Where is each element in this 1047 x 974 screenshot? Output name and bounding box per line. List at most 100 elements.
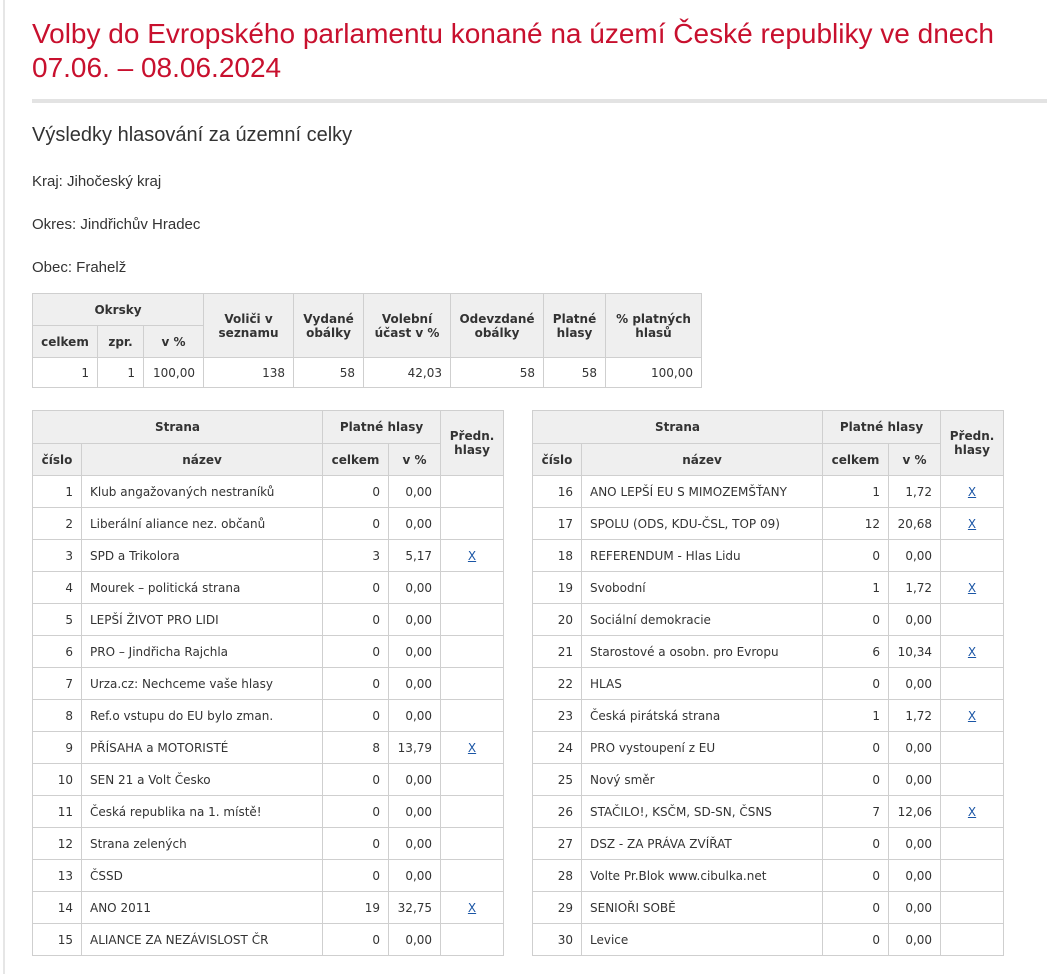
party-number: 14 — [32, 891, 82, 924]
page-left-border — [3, 0, 5, 974]
party-pct: 12,06 — [888, 795, 942, 828]
preferential-votes-cell — [440, 667, 505, 700]
party-pct: 0,00 — [388, 827, 442, 860]
party-votes: 0 — [322, 635, 390, 668]
party-row: 27 DSZ - ZA PRÁVA ZVÍŘAT 0 0,00 — [532, 827, 1005, 860]
header-platne-hlasy: Platné hlasy — [322, 410, 442, 444]
party-number: 30 — [532, 923, 582, 956]
party-votes: 0 — [322, 507, 390, 540]
party-name: PRO – Jindřicha Rajchla — [80, 635, 324, 668]
preferential-votes-cell — [940, 859, 1005, 892]
preferential-votes-cell: X — [440, 539, 505, 572]
party-name: Volte Pr.Blok www.cibulka.net — [580, 859, 824, 892]
party-pct: 32,75 — [388, 891, 442, 924]
preferential-votes-link[interactable]: X — [467, 740, 477, 755]
header-celkem: celkem — [822, 443, 890, 476]
party-pct: 0,00 — [888, 603, 942, 636]
party-pct: 0,00 — [388, 859, 442, 892]
party-votes: 0 — [822, 891, 890, 924]
party-pct: 0,00 — [388, 763, 442, 796]
preferential-votes-link[interactable]: X — [967, 804, 977, 819]
divider — [32, 99, 1047, 103]
preferential-votes-link[interactable]: X — [967, 484, 977, 499]
preferential-votes-link[interactable]: X — [967, 516, 977, 531]
preferential-votes-cell — [440, 795, 505, 828]
party-name: SENIOŘI SOBĚ — [580, 891, 824, 924]
party-row: 3 SPD a Trikolora 3 5,17 X — [32, 539, 505, 572]
preferential-votes-link[interactable]: X — [467, 900, 477, 915]
party-number: 26 — [532, 795, 582, 828]
preferential-votes-cell — [440, 827, 505, 860]
party-name: Česká pirátská strana — [580, 699, 824, 732]
party-name: Starostové a osobn. pro Evropu — [580, 635, 824, 668]
party-row: 9 PŘÍSAHA a MOTORISTÉ 8 13,79 X — [32, 731, 505, 764]
header-ucast: Volební účast v % — [363, 293, 452, 358]
party-row: 22 HLAS 0 0,00 — [532, 667, 1005, 700]
party-pct: 0,00 — [388, 507, 442, 540]
preferential-votes-link[interactable]: X — [967, 580, 977, 595]
party-pct: 1,72 — [888, 571, 942, 604]
party-row: 23 Česká pirátská strana 1 1,72 X — [532, 699, 1005, 732]
party-pct: 0,00 — [388, 923, 442, 956]
party-name: Levice — [580, 923, 824, 956]
party-pct: 1,72 — [888, 699, 942, 732]
preferential-votes-link[interactable]: X — [967, 644, 977, 659]
preferential-votes-cell — [440, 859, 505, 892]
party-name: Ref.o vstupu do EU bylo zman. — [80, 699, 324, 732]
header-cislo: číslo — [32, 443, 82, 476]
party-votes: 1 — [822, 475, 890, 508]
party-number: 20 — [532, 603, 582, 636]
preferential-votes-link[interactable]: X — [467, 548, 477, 563]
party-number: 13 — [32, 859, 82, 892]
header-nazev: název — [580, 443, 824, 476]
party-votes: 0 — [322, 763, 390, 796]
party-number: 1 — [32, 475, 82, 508]
cell-volici: 138 — [203, 357, 295, 388]
party-row: 28 Volte Pr.Blok www.cibulka.net 0 0,00 — [532, 859, 1005, 892]
party-pct: 13,79 — [388, 731, 442, 764]
party-pct: 5,17 — [388, 539, 442, 572]
party-row: 6 PRO – Jindřicha Rajchla 0 0,00 — [32, 635, 505, 668]
header-vydane: Vydané obálky — [293, 293, 365, 358]
party-pct: 0,00 — [388, 635, 442, 668]
party-number: 3 — [32, 539, 82, 572]
party-pct: 10,34 — [888, 635, 942, 668]
party-number: 4 — [32, 571, 82, 604]
party-pct: 0,00 — [888, 891, 942, 924]
header-nazev: název — [80, 443, 324, 476]
preferential-votes-cell — [440, 635, 505, 668]
district-label: Okres: Jindřichův Hradec — [32, 216, 201, 233]
party-number: 8 — [32, 699, 82, 732]
party-votes: 7 — [822, 795, 890, 828]
party-number: 11 — [32, 795, 82, 828]
party-row: 30 Levice 0 0,00 — [532, 923, 1005, 956]
preferential-votes-cell — [940, 923, 1005, 956]
party-row: 15 ALIANCE ZA NEZÁVISLOST ČR 0 0,00 — [32, 923, 505, 956]
party-votes: 0 — [322, 859, 390, 892]
party-row: 16 ANO LEPŠÍ EU S MIMOZEMŠŤANY 1 1,72 X — [532, 475, 1005, 508]
party-name: SPD a Trikolora — [80, 539, 324, 572]
party-row: 29 SENIOŘI SOBĚ 0 0,00 — [532, 891, 1005, 924]
preferential-votes-cell: X — [440, 731, 505, 764]
party-row: 18 REFERENDUM - Hlas Lidu 0 0,00 — [532, 539, 1005, 572]
region-label: Kraj: Jihočeský kraj — [32, 173, 162, 190]
party-name: REFERENDUM - Hlas Lidu — [580, 539, 824, 572]
party-votes: 1 — [822, 571, 890, 604]
party-name: ALIANCE ZA NEZÁVISLOST ČR — [80, 923, 324, 956]
party-name: DSZ - ZA PRÁVA ZVÍŘAT — [580, 827, 824, 860]
party-votes: 0 — [822, 859, 890, 892]
party-row: 20 Sociální demokracie 0 0,00 — [532, 603, 1005, 636]
header-platne: Platné hlasy — [543, 293, 607, 358]
party-number: 21 — [532, 635, 582, 668]
header-predn: Předn. hlasy — [440, 410, 505, 476]
party-votes: 0 — [822, 667, 890, 700]
header-celkem: celkem — [32, 325, 98, 358]
party-number: 5 — [32, 603, 82, 636]
preferential-votes-cell — [440, 699, 505, 732]
header-predn: Předn. hlasy — [940, 410, 1005, 476]
header-strana: Strana — [531, 410, 824, 444]
party-pct: 0,00 — [388, 795, 442, 828]
party-pct: 0,00 — [888, 539, 942, 572]
cell-v-pct: 100,00 — [142, 357, 205, 388]
preferential-votes-link[interactable]: X — [967, 708, 977, 723]
